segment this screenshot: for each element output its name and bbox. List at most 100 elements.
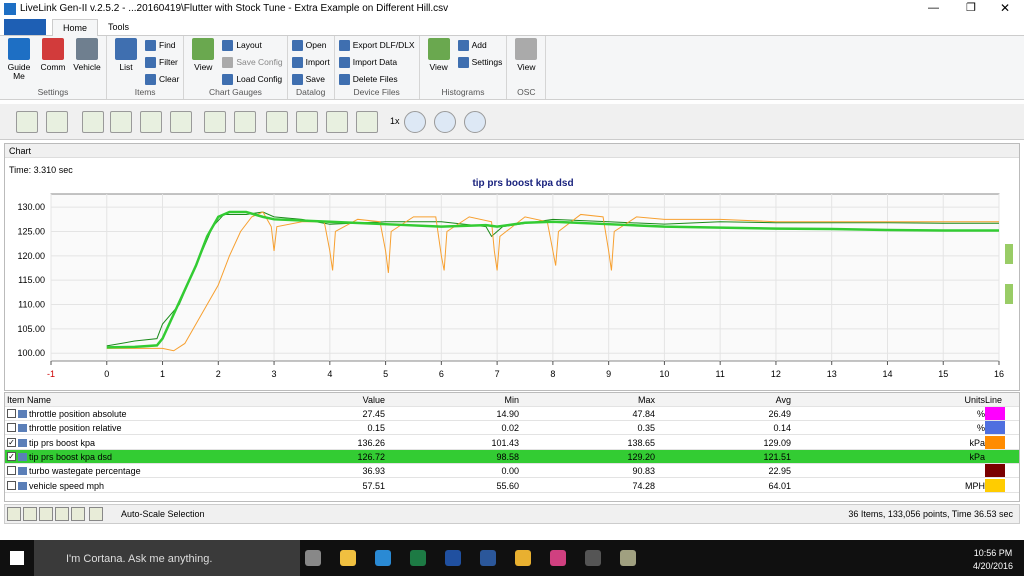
ribbon-button[interactable]: Import [291,55,330,69]
file-menu[interactable] [4,19,46,35]
toolbar-button[interactable] [82,111,104,133]
button-column: Layout Save Config Load Config [222,38,283,87]
playback-button[interactable] [404,111,426,133]
ribbon-button[interactable]: Open [291,38,330,52]
button-icon [222,56,234,68]
ribbon-button[interactable]: Save Config [222,55,283,69]
taskbar-app[interactable] [375,550,391,566]
table-row[interactable]: throttle position relative 0.15 0.02 0.35 0.… [5,421,1019,436]
taskbar-app[interactable] [340,550,356,566]
table-cell: 26.49 [768,409,791,419]
close-button[interactable]: ✕ [1000,1,1011,15]
button-column: Find Filter Clear [145,38,179,87]
status-button[interactable] [7,507,21,521]
ribbon-tab[interactable]: Home [52,19,99,36]
taskbar-app[interactable] [515,550,531,566]
toolbar-button[interactable] [356,111,378,133]
status-button[interactable] [23,507,37,521]
ribbon-button[interactable]: Load Config [222,72,282,86]
ribbon-button[interactable]: View [188,38,218,87]
x-tick-label: 3 [272,369,277,379]
item-icon [18,467,27,476]
item-icon [18,452,27,461]
button-label: Settings [471,57,503,67]
button-label: View [194,62,213,72]
toolbar-button[interactable] [204,111,226,133]
status-button[interactable] [71,507,85,521]
x-tick-label: 15 [938,369,948,379]
ribbon-button[interactable]: Vehicle [72,38,102,87]
toolbar-button[interactable] [16,111,38,133]
taskbar-app[interactable] [305,550,321,566]
checkbox[interactable] [7,409,16,418]
ribbon-button[interactable]: Comm [38,38,68,87]
status-button[interactable] [39,507,53,521]
taskbar-app[interactable] [620,550,636,566]
taskbar-app[interactable] [410,550,426,566]
series-line [106,211,999,352]
toolbar-button[interactable] [326,111,348,133]
line-color [985,464,1005,478]
ribbon-button[interactable]: Save [291,72,330,86]
ribbon-button[interactable]: Filter [145,55,179,69]
checkbox[interactable] [7,423,16,433]
checkbox[interactable] [7,466,16,476]
ribbon-button[interactable]: Import Data [338,55,415,69]
checkbox[interactable]: ✓ [7,437,16,447]
x-tick-label: 4 [327,369,332,379]
toolbar-button[interactable] [266,111,288,133]
taskbar-app[interactable] [585,550,601,566]
ribbon-button[interactable]: Add [457,38,503,52]
checkbox[interactable]: ✓ [7,451,16,461]
button-label: Import Data [352,57,398,67]
status-button[interactable] [89,507,103,521]
ribbon-button[interactable]: Settings [457,55,503,69]
toolbar-button[interactable] [140,111,162,133]
table-cell: 121.51 [763,451,791,462]
taskbar-app[interactable] [445,550,461,566]
checkbox[interactable] [7,480,16,490]
x-tick-label: 0 [104,369,109,379]
taskbar-app[interactable] [550,550,566,566]
restore-button[interactable]: ❐ [966,2,976,14]
ribbon-tab[interactable]: Tools [108,22,130,32]
playback-button[interactable] [464,111,486,133]
minimize-button[interactable]: — [928,2,939,14]
button-icon [145,39,156,51]
playback-button[interactable] [434,111,456,133]
ribbon-button[interactable]: View [511,38,541,87]
ribbon-button[interactable]: Guide Me [4,38,34,87]
ribbon-button[interactable]: Delete Files [338,72,415,86]
ribbon-group: Open Import Save Datalog [288,36,335,99]
toolbar-button[interactable] [296,111,318,133]
ribbon-button[interactable]: Find [145,38,179,52]
table-row[interactable]: ✓ tip prs boost kpa dsd 126.72 98.58 129.20 1… [5,449,1019,464]
ribbon-group-body: Export DLF/DLX Import Data Delete Files [338,38,415,87]
ribbon-button[interactable]: Layout [222,38,282,52]
toolbar-button[interactable] [110,111,132,133]
button-label: Comm [40,62,66,72]
toolbar-button[interactable] [46,111,68,133]
table-cell: 27.45 [362,409,385,419]
toolbar-button[interactable] [234,111,256,133]
taskbar-app[interactable] [480,550,496,566]
table-cell: 74.28 [632,480,655,491]
x-tick-label: 14 [882,369,892,379]
button-icon [457,39,469,51]
start-button[interactable] [10,551,24,565]
ribbon-button[interactable]: List [111,38,141,87]
table-row[interactable]: throttle position absolute 27.45 14.90 47.8… [5,407,1019,421]
ribbon-button[interactable]: Export DLF/DLX [338,38,415,52]
search-box[interactable] [34,540,300,576]
toolbar-button[interactable] [170,111,192,133]
table-cell: turbo wastegate percentage [29,466,141,477]
table-row[interactable]: turbo wastegate percentage 36.93 0.00 90.83… [5,464,1019,479]
ribbon-button[interactable]: Clear [145,72,179,86]
button-icon [457,56,469,68]
auto-scale-button[interactable]: Auto-Scale Selection [121,509,205,519]
table-row[interactable]: vehicle speed mph 57.51 55.60 74.28 64.01 MPH [5,478,1019,493]
table-row[interactable]: ✓ tip prs boost kpa 136.26 101.43 138.65 129.… [5,435,1019,450]
ribbon-button[interactable]: View [424,38,454,87]
status-button[interactable] [55,507,69,521]
ribbon-tabs: Home Tools [0,18,1024,36]
